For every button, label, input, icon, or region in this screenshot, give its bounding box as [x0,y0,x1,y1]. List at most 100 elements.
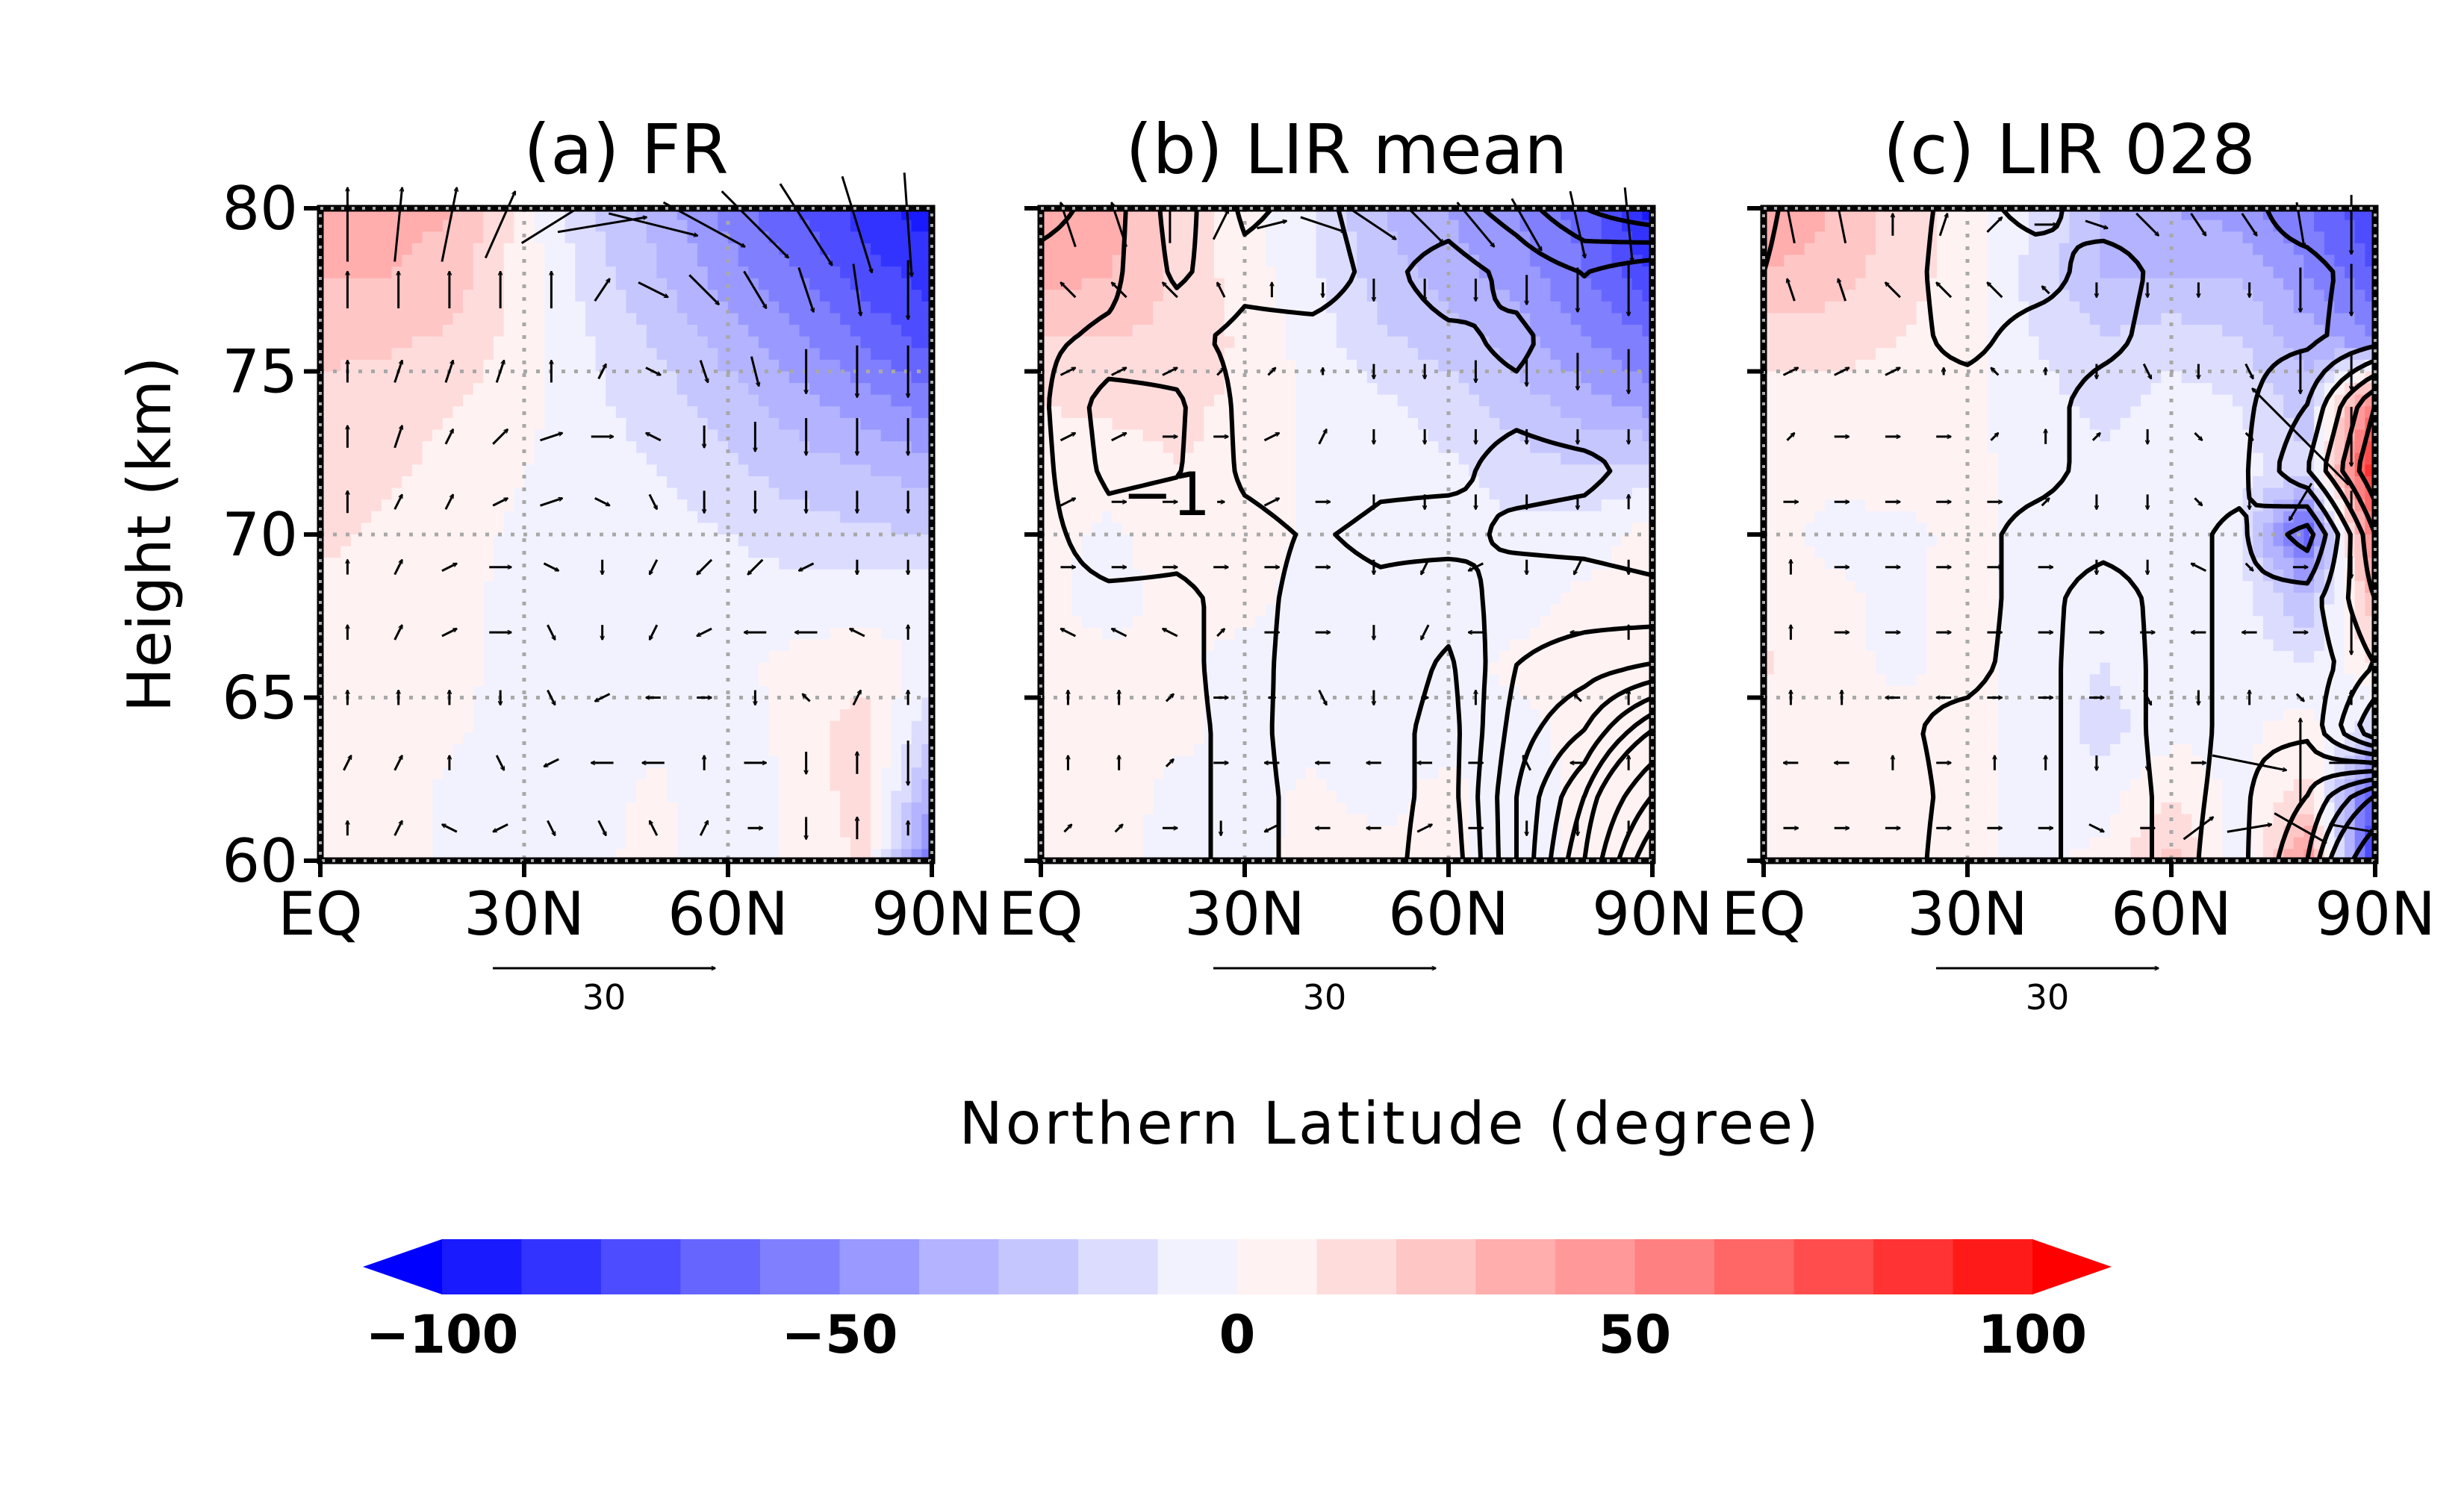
shading-cell [1469,464,1653,477]
shading-cell [2324,243,2366,256]
y-tick-label: 75 [222,337,298,407]
shading-cell [473,709,770,722]
shading-cell [320,720,474,734]
shading-cell [1631,487,1653,500]
shading-cell [1764,604,1867,617]
shading-cell [891,313,933,325]
shading-cell [1988,348,2040,361]
shading-cell [667,767,780,780]
shading-cell [1988,359,2050,373]
shading-cell [350,534,494,547]
shading-cell [1041,383,1225,396]
shading-cell [911,441,933,454]
shading-cell [1997,814,2111,826]
shading-cell [1336,313,1378,325]
shading-cell [1346,219,1388,233]
wind-vector [2194,431,2202,440]
shading-cell [2273,267,2305,279]
shading-cell [2293,814,2315,826]
shading-cell [809,336,862,349]
shading-cell [1041,802,1154,815]
shading-cell [707,336,759,349]
wind-vector [699,360,708,383]
shading-cell [1265,255,1317,267]
shading-cell [738,255,790,267]
shading-cell [697,243,739,256]
colorbar-tick-label: −100 [366,1304,519,1365]
shading-cell [1081,278,1164,291]
shading-cell [1764,826,1999,838]
shading-cell [2253,802,2274,815]
shading-cell [1926,639,1999,652]
shading-cell [1041,499,1297,512]
shading-cell [1041,837,1144,850]
wind-vectors [1782,195,2373,844]
shading-cell [2130,406,2244,419]
shading-cell [503,325,546,337]
shading-cell [1824,558,1928,570]
shading-cell [1773,651,1876,664]
shading-cell [1997,616,2264,629]
shading-cell [1937,255,1989,267]
wind-vector [444,429,455,445]
shading-cell [1132,546,1287,559]
shading-cell [1937,267,1989,279]
shading-cell [1561,791,1653,803]
wind-vector [1060,367,1075,376]
shading-cell [840,791,871,803]
wind-vector [540,498,563,507]
wind-vector [1165,694,1174,702]
shading-cell [1295,476,1480,489]
shading-cell [880,837,892,850]
shading-cell [1275,581,1572,593]
shading-cell [2273,219,2315,233]
wind-vector [1318,689,1328,705]
shading-cell [503,511,698,524]
shading-cell [779,826,841,838]
shading-cell [2345,464,2356,477]
shading-cell [1509,290,1552,302]
shading-cell [2324,231,2356,244]
shading-cell [2314,569,2325,582]
wind-vector [852,691,862,706]
shading-cell [768,709,841,722]
colorbar-bin [442,1239,523,1294]
shading-cell [636,791,668,803]
shading-cell [320,325,444,337]
shading-cell [1204,709,1541,722]
shading-cell [1041,755,1175,768]
shading-cell [494,336,546,349]
wind-vector [1111,431,1127,442]
shading-cell [1041,581,1072,593]
shading-cell [564,231,606,244]
shading-cell [2345,627,2356,640]
wind-vector [648,493,659,509]
shading-cell [320,546,342,559]
shading-cell [1041,720,1205,734]
shading-cell [2314,219,2356,233]
shading-cell [1997,697,2080,710]
shading-cell [1988,255,2020,267]
shading-cell [2120,791,2224,803]
shading-cell [2273,534,2284,547]
shading-cell [1438,359,1511,373]
shading-cell [880,814,892,826]
shading-cell [911,219,933,233]
shading-cell [2253,243,2295,256]
shading-cell [809,219,851,233]
shading-cell [636,779,668,792]
wind-vector [638,281,668,299]
shading-cell [1081,546,1133,559]
shading-cell [871,709,892,722]
shading-cell [1285,802,1348,815]
shading-cell [575,243,606,256]
shading-cell [1366,278,1429,291]
shading-cell [2110,814,2152,826]
shading-cell [1814,511,1917,524]
shading-cell [2089,744,2111,757]
shading-cell [320,371,485,384]
shading-cell [1397,394,1480,408]
shading-cell [432,826,627,838]
contour-positive [1039,206,1655,863]
shading-cell [2079,697,2121,710]
